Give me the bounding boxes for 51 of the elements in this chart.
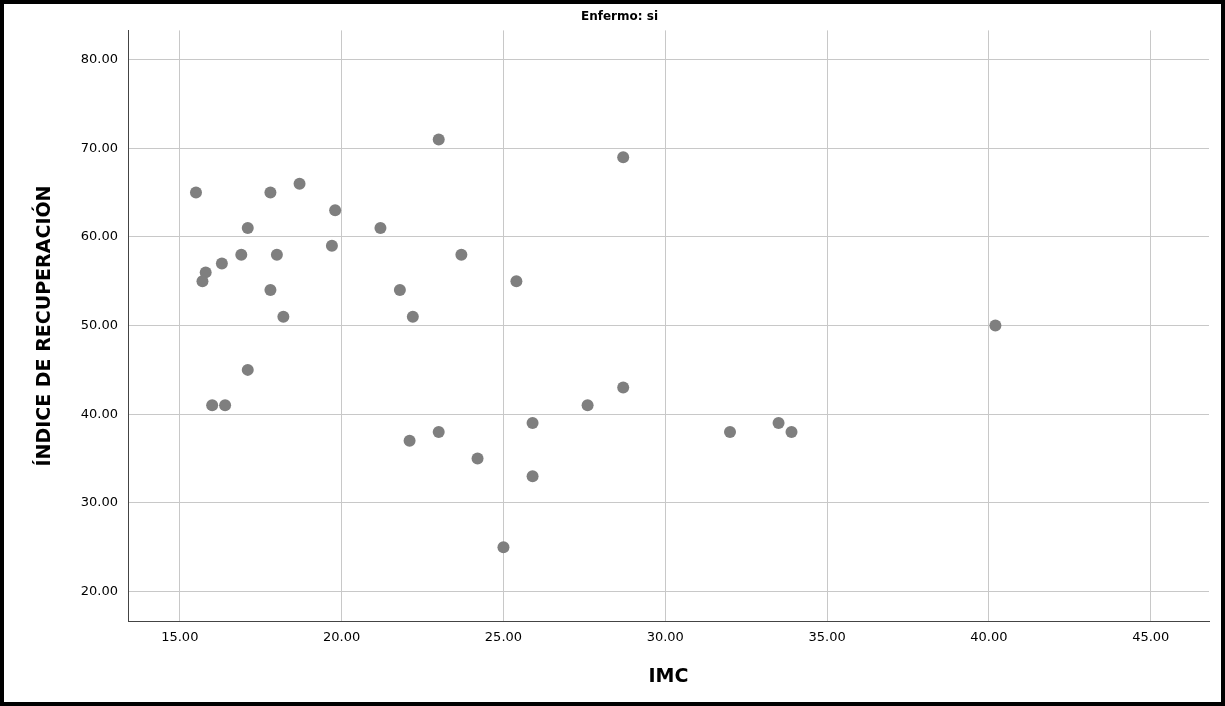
point: [264, 186, 277, 199]
point: [329, 204, 342, 217]
point: [526, 417, 539, 430]
point: [432, 133, 445, 146]
point: [510, 275, 523, 288]
x-tick-label: 40.00: [970, 628, 1008, 644]
point: [325, 239, 338, 252]
point: [241, 363, 254, 376]
point: [432, 425, 445, 438]
point: [206, 399, 219, 412]
point: [264, 284, 277, 297]
x-tick-label: 15.00: [161, 628, 199, 644]
y-tick-label: 50.00: [80, 316, 119, 332]
y-tick-label: 80.00: [80, 51, 119, 67]
point: [617, 151, 630, 164]
point: [189, 186, 202, 199]
point: [403, 434, 416, 447]
y-tick-label: 60.00: [80, 228, 119, 244]
point: [471, 452, 484, 465]
x-tick-label: 35.00: [808, 628, 846, 644]
point: [724, 425, 736, 438]
point: [526, 470, 539, 483]
point: [581, 399, 594, 412]
x-axis-title: IMC: [648, 663, 689, 686]
chart-title: Enfermo: si: [581, 9, 658, 24]
y-tick-label: 30.00: [80, 494, 119, 510]
point: [293, 177, 306, 190]
x-tick-label: 25.00: [484, 628, 523, 644]
point: [277, 310, 290, 323]
point: [989, 319, 1002, 332]
point: [406, 310, 419, 323]
y-axis-title: ÍNDICE DE RECUPERACIÓN: [31, 185, 55, 467]
point: [270, 248, 283, 261]
y-tick-label: 40.00: [80, 405, 119, 421]
point: [215, 257, 228, 270]
y-tick-label: 70.00: [80, 139, 119, 155]
y-tick-label: 20.00: [80, 582, 119, 598]
point: [235, 248, 248, 261]
point: [497, 541, 510, 554]
point: [374, 222, 387, 235]
x-tick-label: 30.00: [646, 628, 684, 644]
x-tick-label: 45.00: [1132, 628, 1170, 644]
point: [455, 248, 468, 261]
point: [196, 275, 209, 288]
x-tick-label: 20.00: [323, 628, 361, 644]
point: [785, 425, 798, 438]
point: [219, 399, 232, 412]
point: [393, 284, 406, 297]
point: [772, 417, 785, 430]
point: [241, 222, 254, 235]
point: [617, 381, 630, 394]
